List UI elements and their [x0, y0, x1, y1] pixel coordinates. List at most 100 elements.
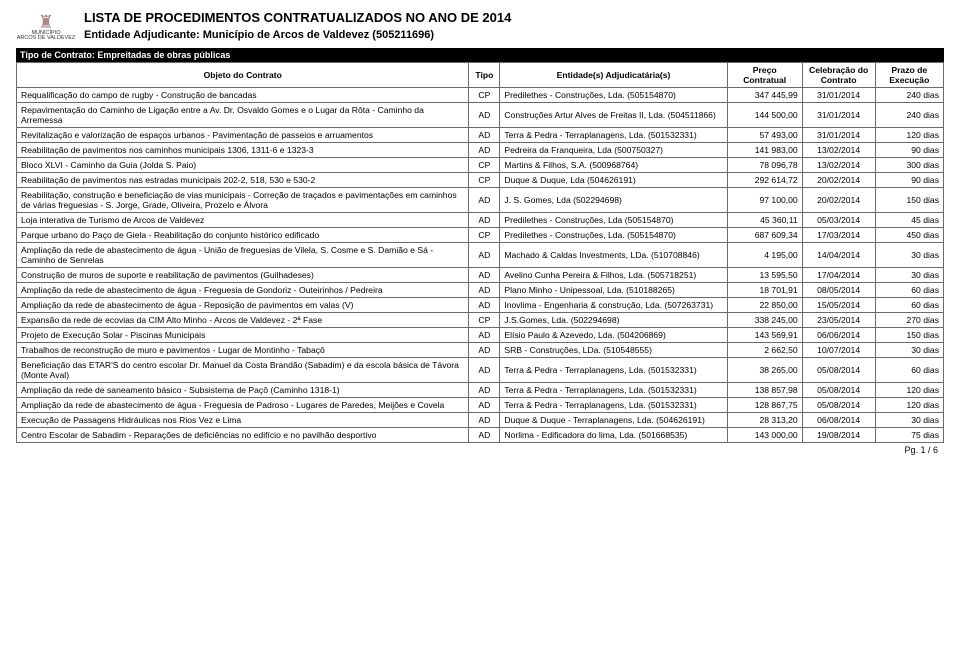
- cell-entidade: Elísio Paulo & Azevedo, Lda. (504206869): [500, 328, 727, 343]
- entity-label: Entidade Adjudicante: Município de Arcos…: [84, 29, 944, 41]
- table-row: Reabilitação de pavimentos nas estradas …: [17, 173, 944, 188]
- cell-entidade: Predilethes - Construções, Lda. (5051548…: [500, 88, 727, 103]
- cell-objeto: Ampliação da rede de abastecimento de ág…: [17, 298, 469, 313]
- cell-prazo: 120 dias: [875, 128, 943, 143]
- table-header-row: Objeto do Contrato Tipo Entidade(s) Adju…: [17, 63, 944, 88]
- logo-text-bottom: ARCOS DE VALDEVEZ: [17, 36, 76, 42]
- cell-entidade: Plano Minho - Unipessoal, Lda. (51018826…: [500, 283, 727, 298]
- cell-date: 14/04/2014: [802, 243, 875, 268]
- cell-tipo: CP: [469, 228, 500, 243]
- cell-entidade: Construções Artur Alves de Freitas II, L…: [500, 103, 727, 128]
- cell-date: 31/01/2014: [802, 103, 875, 128]
- cell-preco: 144 500,00: [727, 103, 802, 128]
- table-row: Bloco XLVI - Caminho da Guia (Jolda S. P…: [17, 158, 944, 173]
- cell-objeto: Projeto de Execução Solar - Piscinas Mun…: [17, 328, 469, 343]
- cell-tipo: CP: [469, 88, 500, 103]
- cell-tipo: AD: [469, 128, 500, 143]
- cell-date: 31/01/2014: [802, 128, 875, 143]
- cell-preco: 347 445,99: [727, 88, 802, 103]
- col-celebracao: Celebração do Contrato: [802, 63, 875, 88]
- cell-preco: 13 595,50: [727, 268, 802, 283]
- cell-preco: 38 265,00: [727, 358, 802, 383]
- cell-objeto: Construção de muros de suporte e reabili…: [17, 268, 469, 283]
- cell-preco: 128 867,75: [727, 398, 802, 413]
- cell-date: 20/02/2014: [802, 188, 875, 213]
- cell-prazo: 90 dias: [875, 173, 943, 188]
- table-row: Ampliação da rede de abastecimento de ág…: [17, 398, 944, 413]
- cell-tipo: CP: [469, 173, 500, 188]
- cell-tipo: AD: [469, 398, 500, 413]
- cell-entidade: Avelino Cunha Pereira & Filhos, Lda. (50…: [500, 268, 727, 283]
- cell-objeto: Trabalhos de reconstrução de muro e pavi…: [17, 343, 469, 358]
- cell-objeto: Revitalização e valorização de espaços u…: [17, 128, 469, 143]
- cell-entidade: Duque & Duque, Lda (504626191): [500, 173, 727, 188]
- cell-preco: 78 096,78: [727, 158, 802, 173]
- cell-prazo: 60 dias: [875, 358, 943, 383]
- table-row: Beneficiação das ETAR'S do centro escola…: [17, 358, 944, 383]
- page-footer: Pg. 1 / 6: [16, 443, 944, 455]
- table-row: Construção de muros de suporte e reabili…: [17, 268, 944, 283]
- cell-entidade: Terra & Pedra - Terraplanagens, Lda. (50…: [500, 358, 727, 383]
- cell-prazo: 30 dias: [875, 413, 943, 428]
- cell-preco: 45 360,11: [727, 213, 802, 228]
- cell-preco: 143 000,00: [727, 428, 802, 443]
- cell-tipo: AD: [469, 268, 500, 283]
- cell-preco: 292 614,72: [727, 173, 802, 188]
- logo: ♜ MUNICÍPIO ARCOS DE VALDEVEZ: [16, 10, 76, 44]
- cell-date: 10/07/2014: [802, 343, 875, 358]
- table-row: Execução de Passagens Hidráulicas nos Ri…: [17, 413, 944, 428]
- cell-prazo: 60 dias: [875, 283, 943, 298]
- cell-date: 15/05/2014: [802, 298, 875, 313]
- table-row: Ampliação da rede de saneamento básico -…: [17, 383, 944, 398]
- cell-prazo: 150 dias: [875, 188, 943, 213]
- cell-prazo: 120 dias: [875, 383, 943, 398]
- cell-prazo: 30 dias: [875, 343, 943, 358]
- table-row: Repavimentação do Caminho de Ligação ent…: [17, 103, 944, 128]
- cell-prazo: 150 dias: [875, 328, 943, 343]
- cell-prazo: 240 dias: [875, 103, 943, 128]
- col-entidade: Entidade(s) Adjudicatária(s): [500, 63, 727, 88]
- cell-prazo: 120 dias: [875, 398, 943, 413]
- cell-tipo: AD: [469, 103, 500, 128]
- cell-date: 05/08/2014: [802, 358, 875, 383]
- table-row: Centro Escolar de Sabadim - Reparações d…: [17, 428, 944, 443]
- cell-objeto: Beneficiação das ETAR'S do centro escola…: [17, 358, 469, 383]
- cell-date: 08/05/2014: [802, 283, 875, 298]
- logo-emblem: ♜: [38, 13, 54, 31]
- cell-tipo: AD: [469, 298, 500, 313]
- table-row: Ampliação da rede de abastecimento de ág…: [17, 283, 944, 298]
- cell-prazo: 30 dias: [875, 268, 943, 283]
- cell-prazo: 270 dias: [875, 313, 943, 328]
- cell-tipo: CP: [469, 158, 500, 173]
- cell-preco: 141 983,00: [727, 143, 802, 158]
- table-row: Expansão da rede de ecovias da CIM Alto …: [17, 313, 944, 328]
- table-row: Reabilitação, construção e beneficiação …: [17, 188, 944, 213]
- cell-objeto: Reabilitação de pavimentos nos caminhos …: [17, 143, 469, 158]
- cell-preco: 28 313,20: [727, 413, 802, 428]
- cell-entidade: Norlima - Edificadora do lima, Lda. (501…: [500, 428, 727, 443]
- cell-entidade: Martins & Filhos, S.A. (500968764): [500, 158, 727, 173]
- cell-tipo: AD: [469, 188, 500, 213]
- cell-objeto: Loja interativa de Turismo de Arcos de V…: [17, 213, 469, 228]
- table-row: Requalificação do campo de rugby - Const…: [17, 88, 944, 103]
- table-row: Parque urbano do Paço de Giela - Reabili…: [17, 228, 944, 243]
- cell-tipo: AD: [469, 143, 500, 158]
- cell-preco: 138 857,98: [727, 383, 802, 398]
- cell-prazo: 30 dias: [875, 243, 943, 268]
- cell-objeto: Expansão da rede de ecovias da CIM Alto …: [17, 313, 469, 328]
- col-objeto: Objeto do Contrato: [17, 63, 469, 88]
- page-title: LISTA DE PROCEDIMENTOS CONTRATUALIZADOS …: [84, 10, 944, 25]
- cell-entidade: Machado & Caldas Investments, LDa. (5107…: [500, 243, 727, 268]
- table-row: Loja interativa de Turismo de Arcos de V…: [17, 213, 944, 228]
- cell-entidade: Duque & Duque - Terraplanagens, Lda. (50…: [500, 413, 727, 428]
- table-row: Ampliação da rede de abastecimento de ág…: [17, 298, 944, 313]
- cell-entidade: Terra & Pedra - Terraplanagens, Lda. (50…: [500, 383, 727, 398]
- cell-objeto: Requalificação do campo de rugby - Const…: [17, 88, 469, 103]
- table-row: Projeto de Execução Solar - Piscinas Mun…: [17, 328, 944, 343]
- cell-date: 06/06/2014: [802, 328, 875, 343]
- cell-tipo: AD: [469, 358, 500, 383]
- cell-tipo: AD: [469, 428, 500, 443]
- cell-entidade: J.S.Gomes, Lda. (502294698): [500, 313, 727, 328]
- cell-date: 19/08/2014: [802, 428, 875, 443]
- cell-date: 13/02/2014: [802, 143, 875, 158]
